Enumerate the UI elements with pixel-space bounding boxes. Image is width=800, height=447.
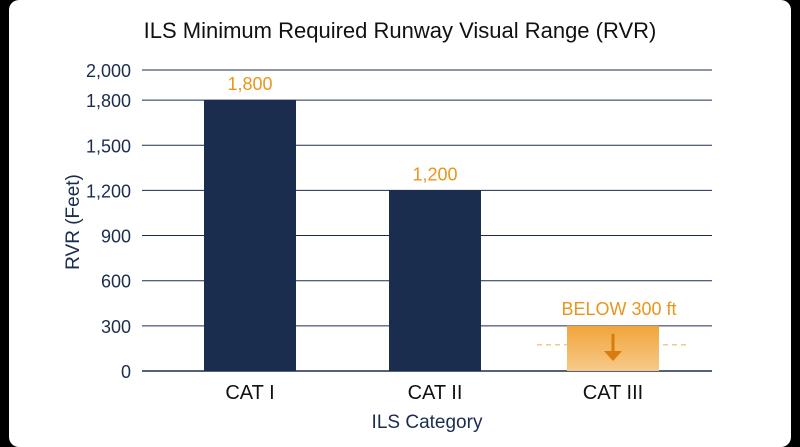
y-tick-label: 0 bbox=[121, 362, 131, 382]
y-tick-label: 1,200 bbox=[86, 181, 131, 201]
bar-cat-ii bbox=[389, 190, 481, 371]
x-axis-label: ILS Category bbox=[372, 412, 483, 433]
data-label: BELOW 300 ft bbox=[561, 299, 676, 319]
y-tick-label: 600 bbox=[101, 272, 131, 292]
y-tick-label: 900 bbox=[101, 227, 131, 247]
chart-frame: ILS Minimum Required Runway Visual Range… bbox=[9, 0, 791, 447]
y-axis-label: RVR (Feet) bbox=[63, 174, 84, 270]
x-tick-label: CAT III bbox=[583, 382, 643, 404]
y-axis-ticks: 0 300 600 900 1,200 1,500 1,800 2,000 bbox=[86, 61, 131, 382]
data-label: 1,800 bbox=[227, 74, 272, 94]
y-tick-label: 2,000 bbox=[86, 61, 131, 81]
x-tick-label: CAT II bbox=[408, 382, 463, 404]
bar-cat-i bbox=[204, 100, 296, 371]
x-tick-label: CAT I bbox=[225, 382, 274, 404]
data-label: 1,200 bbox=[412, 164, 457, 184]
chart-title: ILS Minimum Required Runway Visual Range… bbox=[144, 18, 657, 43]
y-tick-label: 1,800 bbox=[86, 91, 131, 111]
x-axis-ticks: CAT I CAT II CAT III bbox=[225, 382, 643, 404]
chart-svg: ILS Minimum Required Runway Visual Range… bbox=[63, 18, 712, 433]
y-tick-label: 300 bbox=[101, 317, 131, 337]
y-tick-label: 1,500 bbox=[86, 136, 131, 156]
down-arrow-head-icon bbox=[604, 351, 622, 361]
bar-cat-iii-below-marker: BELOW 300 ft bbox=[537, 299, 689, 371]
bars: 1,800 1,200 BELOW 300 ft bbox=[204, 74, 689, 371]
